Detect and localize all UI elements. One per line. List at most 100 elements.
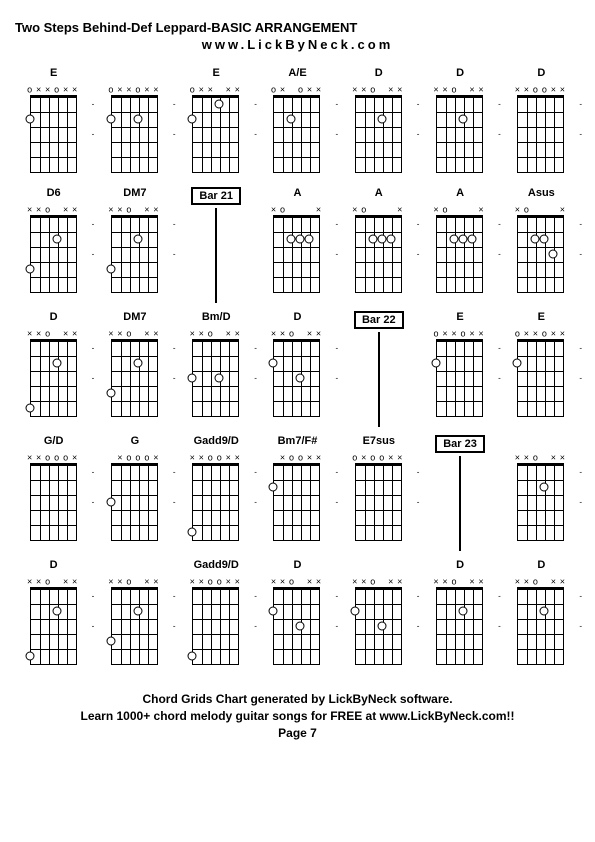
chord-label: D bbox=[294, 559, 302, 573]
chord-diagram: ×ooo×-- bbox=[105, 452, 165, 547]
chord-label: A/E bbox=[288, 67, 306, 81]
chord-label: D bbox=[50, 559, 58, 573]
chord-label: G bbox=[131, 435, 140, 449]
chord-cell: D ××o××-- bbox=[421, 67, 498, 179]
chord-cell: D××o××-- bbox=[15, 311, 92, 427]
bar-label: Bar 22 bbox=[354, 311, 404, 329]
chord-label: D bbox=[537, 67, 545, 81]
chord-cell: Eo××××-- bbox=[178, 67, 255, 179]
chord-label: DM7 bbox=[123, 187, 146, 201]
page-title: Two Steps Behind-Def Leppard-BASIC ARRAN… bbox=[15, 20, 580, 35]
chord-diagram: o××o××-- bbox=[511, 328, 571, 423]
chord-label: D bbox=[294, 311, 302, 325]
chord-diagram: ××o××-- bbox=[24, 204, 84, 299]
chord-cell: Gadd9/D ××oo××-- bbox=[178, 559, 255, 671]
chord-label: Gadd9/D bbox=[194, 559, 239, 573]
chord-cell: G ×ooo×-- bbox=[96, 435, 173, 551]
chord-cell: A ×o×-- bbox=[340, 187, 417, 303]
chord-diagram: o××××-- bbox=[186, 84, 246, 179]
chord-cell: D ××o××-- bbox=[15, 559, 92, 671]
chord-label: DM7 bbox=[123, 311, 146, 325]
chord-diagram: ××oo××-- bbox=[511, 84, 571, 179]
chord-diagram: ××o××-- bbox=[267, 576, 327, 671]
chord-label: E bbox=[213, 67, 220, 81]
bar-label: Bar 23 bbox=[435, 435, 485, 453]
chord-cell: Eo××o××-- bbox=[15, 67, 92, 179]
chord-diagram: ××oo××-- bbox=[186, 576, 246, 671]
chord-diagram: ××o××-- bbox=[430, 84, 490, 179]
chord-diagram: ××o××-- bbox=[105, 328, 165, 423]
chord-diagram: ××o××-- bbox=[105, 204, 165, 299]
chord-cell: D ××oo××-- bbox=[503, 67, 580, 179]
chord-label: D bbox=[50, 311, 58, 325]
chord-cell: A×o×-- bbox=[259, 187, 336, 303]
chord-cell: D ××o××-- bbox=[259, 311, 336, 427]
chord-label: G/D bbox=[44, 435, 64, 449]
chord-cell: ××o××-- bbox=[503, 435, 580, 551]
chord-diagram: o×o××-- bbox=[267, 84, 327, 179]
chord-label: A bbox=[375, 187, 383, 201]
chord-diagram: ×o×-- bbox=[267, 204, 327, 299]
chord-diagram: ×o×-- bbox=[349, 204, 409, 299]
chord-cell: DM7 ××o××-- bbox=[96, 311, 173, 427]
chord-label: D bbox=[456, 559, 464, 573]
chord-cell: Bm/D ××o××-- bbox=[178, 311, 255, 427]
chord-label: E bbox=[50, 67, 57, 81]
chord-diagram: ××o××-- bbox=[349, 576, 409, 671]
chord-cell: G/D ××ooo×-- bbox=[15, 435, 92, 551]
chord-label: E bbox=[456, 311, 463, 325]
chord-diagram: o××o××-- bbox=[105, 84, 165, 179]
chord-label: D6 bbox=[47, 187, 61, 201]
chord-cell: D××o××-- bbox=[503, 559, 580, 671]
chord-diagram: ××o××-- bbox=[349, 84, 409, 179]
chord-diagram: ××o××-- bbox=[105, 576, 165, 671]
bar-label: Bar 21 bbox=[191, 187, 241, 205]
chord-cell: D ××o××-- bbox=[340, 67, 417, 179]
chord-label: D bbox=[375, 67, 383, 81]
bar-divider-cell: Bar 22 bbox=[340, 311, 417, 427]
chord-cell: D6 ××o××-- bbox=[15, 187, 92, 303]
chord-diagram: ××o××-- bbox=[186, 328, 246, 423]
chord-cell: A×o×-- bbox=[421, 187, 498, 303]
chord-label: Asus bbox=[528, 187, 555, 201]
chord-cell: o××o××-- bbox=[96, 67, 173, 179]
bar-divider-cell: Bar 21 bbox=[178, 187, 255, 303]
bar-divider-line bbox=[378, 332, 380, 427]
chord-label: E7sus bbox=[363, 435, 395, 449]
chord-diagram: o××o××-- bbox=[430, 328, 490, 423]
chord-diagram: ×o×-- bbox=[511, 204, 571, 299]
chord-cell: Asus ×o×-- bbox=[503, 187, 580, 303]
chord-cell: E7sus o×oo××-- bbox=[340, 435, 417, 551]
chord-diagram: o××o××-- bbox=[24, 84, 84, 179]
chord-cell: A/E o×o××-- bbox=[259, 67, 336, 179]
chord-cell: Bm7/F# ×oo××-- bbox=[259, 435, 336, 551]
footer-line-1: Chord Grids Chart generated by LickByNec… bbox=[15, 691, 580, 708]
bar-divider-line bbox=[215, 208, 217, 303]
chord-cell: Eo××o××-- bbox=[503, 311, 580, 427]
page-subtitle: www.LickByNeck.com bbox=[15, 37, 580, 52]
chord-label: Bm/D bbox=[202, 311, 231, 325]
chord-cell: D××o××-- bbox=[421, 559, 498, 671]
chord-cell: Gadd9/D ××oo××-- bbox=[178, 435, 255, 551]
chord-diagram: ××o××-- bbox=[24, 576, 84, 671]
chord-diagram: ×oo××-- bbox=[267, 452, 327, 547]
chord-label: E bbox=[538, 311, 545, 325]
chord-diagram: ××o××-- bbox=[511, 452, 571, 547]
chord-cell: DM7 ××o××-- bbox=[96, 187, 173, 303]
chord-diagram: ××o××-- bbox=[511, 576, 571, 671]
chord-diagram: ×o×-- bbox=[430, 204, 490, 299]
chord-cell: ××o××-- bbox=[340, 559, 417, 671]
chord-diagram: ××oo××-- bbox=[186, 452, 246, 547]
chord-grid: Eo××o××--o××o××--Eo××××--A/Eo×o××--D××o×… bbox=[15, 67, 580, 671]
chord-diagram: ××ooo×-- bbox=[24, 452, 84, 547]
chord-label: D bbox=[456, 67, 464, 81]
chord-diagram: ××o××-- bbox=[267, 328, 327, 423]
chord-cell: Eo××o××-- bbox=[421, 311, 498, 427]
chord-label: Gadd9/D bbox=[194, 435, 239, 449]
footer-line-2: Learn 1000+ chord melody guitar songs fo… bbox=[15, 708, 580, 725]
chord-diagram: o×oo××-- bbox=[349, 452, 409, 547]
chord-label: Bm7/F# bbox=[278, 435, 318, 449]
bar-divider-line bbox=[459, 456, 461, 551]
chord-cell: ××o××-- bbox=[96, 559, 173, 671]
chord-cell: D ××o××-- bbox=[259, 559, 336, 671]
